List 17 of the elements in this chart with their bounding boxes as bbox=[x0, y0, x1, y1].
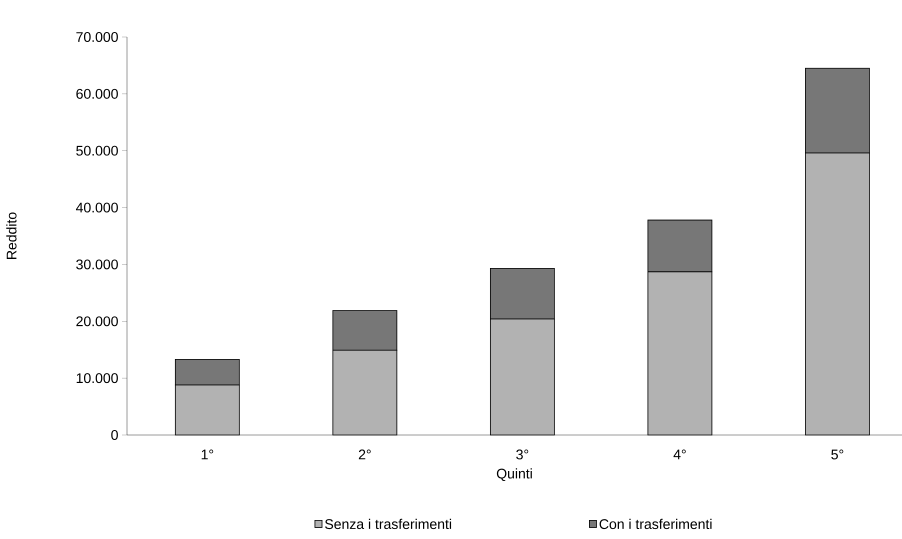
legend-label: Senza i trasferimenti bbox=[325, 518, 452, 530]
y-tick-label: 40.000 bbox=[76, 202, 118, 213]
x-axis-title: Quinti bbox=[496, 468, 532, 482]
x-tick-label: 5° bbox=[831, 450, 844, 460]
y-tick-label: 20.000 bbox=[76, 316, 118, 326]
x-tick-label: 1° bbox=[202, 450, 214, 460]
x-tick-label: 3° bbox=[516, 450, 528, 460]
y-tick-label: 60.000 bbox=[76, 88, 118, 99]
y-tick-label: 0 bbox=[111, 430, 118, 440]
legend-label: Con i trasferimenti bbox=[600, 518, 712, 530]
y-axis-title: Reddito bbox=[6, 212, 17, 259]
y-tick-label: 50.000 bbox=[76, 146, 118, 156]
y-tick-label: 70.000 bbox=[76, 32, 118, 42]
x-tick-label: 2° bbox=[358, 450, 371, 460]
y-tick-label: 30.000 bbox=[76, 259, 118, 270]
y-tick-label: 10.000 bbox=[76, 373, 118, 384]
x-tick-label: 4° bbox=[674, 450, 686, 460]
